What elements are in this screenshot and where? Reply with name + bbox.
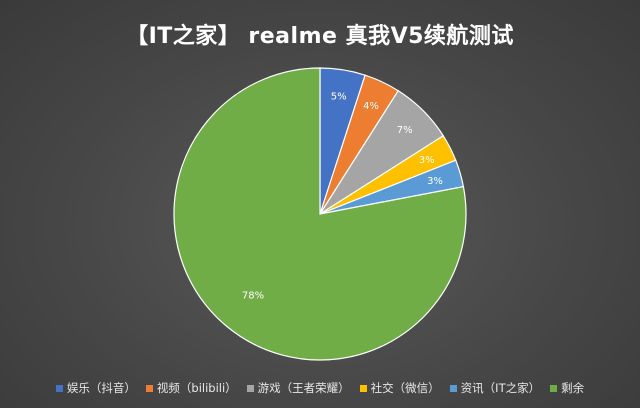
legend-item-1: 娱乐（抖音） [55,380,136,396]
legend-swatch [359,384,367,392]
legend-swatch [449,384,457,392]
chart-title: 【IT之家】 realme 真我V5续航测试 [126,24,514,49]
data-label-6: 78% [242,291,264,302]
pie-slice-6 [173,67,467,361]
legend-label: 游戏（王者荣耀） [257,381,350,395]
legend-label: 剩余 [561,381,585,395]
data-label-4: 3% [419,155,435,166]
data-label-3: 7% [397,125,413,136]
legend-label: 娱乐（抖音） [66,381,136,395]
legend: 娱乐（抖音） 视频（bilibili） 游戏（王者荣耀） 社交（微信） 资讯（IT之家）… [0,380,640,396]
data-label-5: 3% [427,176,443,187]
legend-item-6: 剩余 [550,380,584,396]
data-label-1: 5% [331,91,347,102]
legend-swatch [145,384,153,392]
data-label-2: 4% [363,101,379,112]
legend-item-4: 社交（微信） [359,380,440,396]
legend-item-3: 游戏（王者荣耀） [246,380,350,396]
legend-swatch [550,384,558,392]
legend-label: 视频（bilibili） [156,381,237,395]
legend-swatch [246,384,254,392]
legend-item-2: 视频（bilibili） [145,380,237,396]
legend-label: 社交（微信） [370,381,440,395]
legend-swatch [55,384,63,392]
legend-label: 资讯（IT之家） [460,381,541,395]
legend-item-5: 资讯（IT之家） [449,380,541,396]
